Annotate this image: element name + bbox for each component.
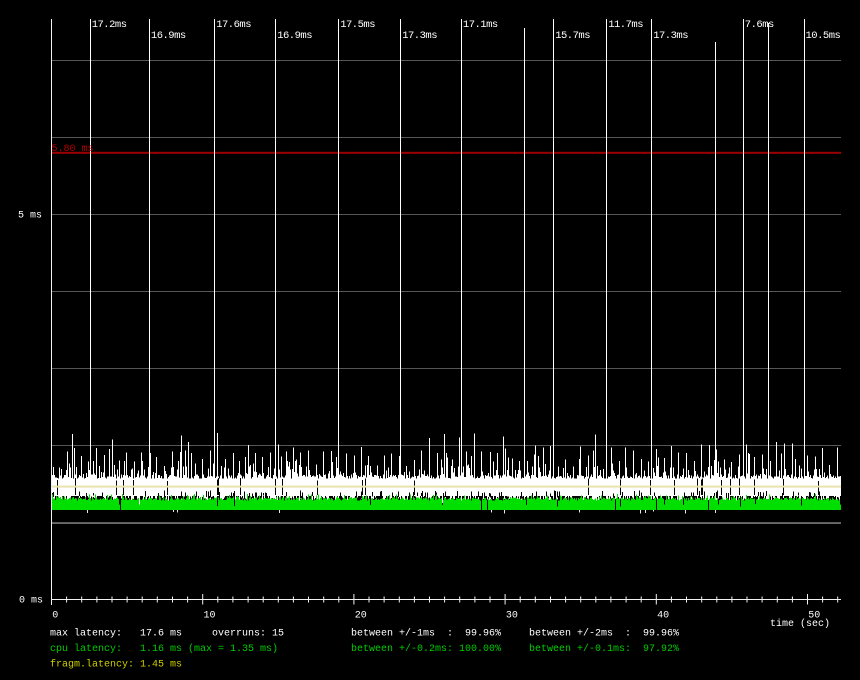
svg-text:10: 10	[204, 611, 216, 622]
svg-text:11.7ms: 11.7ms	[608, 19, 643, 31]
svg-text:17.2ms: 17.2ms	[92, 19, 127, 31]
svg-text:between +/-2ms : 99.96%: between +/-2ms : 99.96%	[529, 628, 679, 640]
svg-text:7.6ms: 7.6ms	[745, 19, 774, 31]
svg-text:17.5ms: 17.5ms	[340, 19, 375, 31]
svg-text:50: 50	[808, 611, 820, 622]
svg-text:17.3ms: 17.3ms	[653, 30, 688, 42]
svg-text:17.1ms: 17.1ms	[463, 19, 498, 31]
svg-text:0: 0	[52, 611, 58, 622]
svg-text:17.3ms: 17.3ms	[402, 30, 437, 42]
svg-text:10.5ms: 10.5ms	[806, 30, 841, 42]
svg-text:5 ms: 5 ms	[18, 211, 42, 222]
svg-text:fragm.latency: 1.45 ms: fragm.latency: 1.45 ms	[50, 658, 182, 670]
svg-text:cpu latency: 1.16 ms (max =: cpu latency: 1.16 ms (max = 1.35 ms)	[50, 643, 278, 655]
svg-text:between +/-1ms : 99.96%: between +/-1ms : 99.96%	[351, 628, 501, 640]
svg-text:between +/-0.2ms: 100.00%: between +/-0.2ms: 100.00%	[351, 643, 501, 655]
svg-text:5.80 ms: 5.80 ms	[52, 144, 94, 155]
svg-text:max latency: 17.6 ms ove: max latency: 17.6 ms overruns: 15	[50, 628, 284, 640]
svg-text:between +/-0.1ms: 97.92%: between +/-0.1ms: 97.92%	[529, 643, 679, 655]
svg-text:20: 20	[355, 611, 367, 622]
svg-text:16.9ms: 16.9ms	[277, 30, 312, 42]
svg-text:15.7ms: 15.7ms	[555, 30, 590, 42]
svg-text:time (sec): time (sec)	[770, 618, 830, 630]
svg-text:0 ms: 0 ms	[19, 596, 43, 607]
svg-text:40: 40	[657, 611, 669, 622]
svg-text:16.9ms: 16.9ms	[151, 30, 186, 42]
svg-text:30: 30	[506, 611, 518, 622]
svg-text:17.6ms: 17.6ms	[216, 19, 251, 31]
